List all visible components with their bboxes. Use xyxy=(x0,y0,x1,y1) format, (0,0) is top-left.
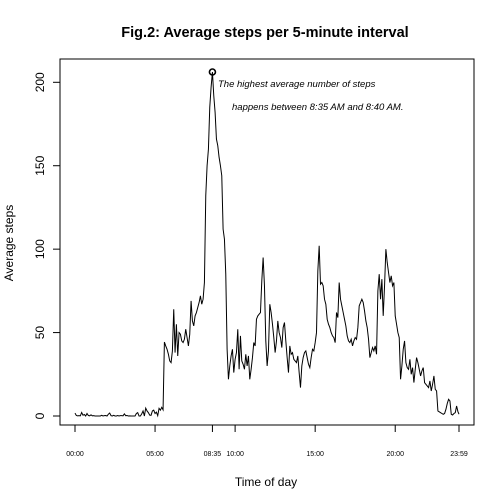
x-axis: 00:00 05:00 08:35 10:00 15:00 20:00 23:59 xyxy=(66,424,468,458)
x-tick-label: 15:00 xyxy=(306,451,324,458)
x-tick-label: 05:00 xyxy=(146,451,164,458)
y-axis-label: Average steps xyxy=(2,205,16,282)
y-tick-label: 150 xyxy=(33,155,47,175)
x-tick-label: 00:00 xyxy=(66,451,84,458)
y-tick-label: 50 xyxy=(33,326,47,340)
x-tick-label: 23:59 xyxy=(450,451,468,458)
peak-marker xyxy=(208,68,217,76)
y-tick-label: 200 xyxy=(33,72,47,92)
x-axis-label: Time of day xyxy=(235,475,297,489)
x-tick-label: 08:35 xyxy=(204,451,222,458)
annotation-line-1: The highest average number of steps xyxy=(218,79,376,90)
x-tick-label: 10:00 xyxy=(226,451,244,458)
y-tick-label: 100 xyxy=(33,239,47,259)
y-axis: 0 50 100 150 200 xyxy=(33,72,61,419)
annotation-line-2: happens between 8:35 AM and 8:40 AM. xyxy=(232,102,403,113)
series-line-average-steps xyxy=(74,71,460,418)
chart-title: Fig.2: Average steps per 5-minute interv… xyxy=(121,25,408,41)
y-tick-label: 0 xyxy=(33,412,47,419)
x-tick-label: 20:00 xyxy=(386,451,404,458)
